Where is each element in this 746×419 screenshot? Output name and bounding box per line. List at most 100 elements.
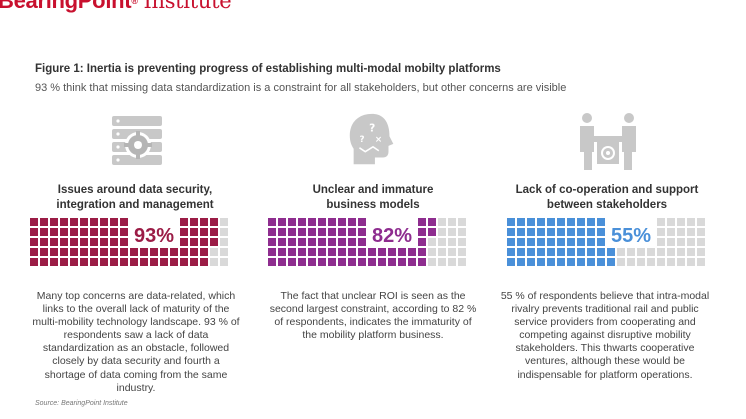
waffle-cell-filled: [597, 258, 605, 266]
waffle-cell-empty: [687, 218, 695, 226]
waffle-cell-filled: [527, 228, 535, 236]
waffle-cell-filled: [557, 228, 565, 236]
waffle-cell-filled: [120, 248, 128, 256]
waffle-cell-empty: [220, 238, 228, 246]
waffle-cell-filled: [547, 248, 555, 256]
waffle-cell-filled: [318, 238, 326, 246]
waffle-cell-empty: [448, 248, 456, 256]
waffle-cell-filled: [507, 218, 515, 226]
waffle-cell-filled: [507, 228, 515, 236]
waffle-cell-filled: [288, 248, 296, 256]
waffle-cell-filled: [278, 238, 286, 246]
waffle-cell-filled: [200, 248, 208, 256]
waffle-percent-label: 55%: [611, 225, 651, 247]
waffle-cell-filled: [100, 258, 108, 266]
waffle-cell-filled: [90, 238, 98, 246]
waffle-cell-empty: [667, 258, 675, 266]
waffle-cell-filled: [200, 258, 208, 266]
waffle-cell-empty: [667, 228, 675, 236]
column-title: Unclear and immature business models: [253, 183, 493, 213]
waffle-cell-filled: [190, 238, 198, 246]
svg-text:×: ×: [375, 135, 382, 145]
waffle-cell-filled: [40, 218, 48, 226]
waffle-cell-empty: [657, 218, 665, 226]
waffle-cell-filled: [318, 218, 326, 226]
brand-suffix: Institute: [143, 0, 232, 13]
waffle-cell-filled: [328, 228, 336, 236]
waffle-cell-filled: [120, 228, 128, 236]
column-title-line2: business models: [326, 199, 420, 211]
waffle-cell-filled: [288, 238, 296, 246]
waffle-cell-filled: [110, 248, 118, 256]
waffle-cell-empty: [448, 228, 456, 236]
waffle-cell-filled: [318, 248, 326, 256]
waffle-cell-filled: [100, 238, 108, 246]
waffle-cell-filled: [180, 228, 188, 236]
waffle-cell-empty: [210, 258, 218, 266]
waffle-cell-filled: [70, 218, 78, 226]
waffle-cell-filled: [547, 258, 555, 266]
waffle-cell-filled: [368, 248, 376, 256]
waffle-cell-empty: [438, 228, 446, 236]
waffle-cell-filled: [368, 258, 376, 266]
waffle-cell-filled: [587, 238, 595, 246]
waffle-cell-filled: [308, 258, 316, 266]
waffle-cell-filled: [597, 238, 605, 246]
brand-name: BearingPoint: [0, 0, 132, 13]
column-title-line2: between stakeholders: [546, 199, 668, 211]
waffle-cell-empty: [677, 218, 685, 226]
waffle-cell-filled: [110, 218, 118, 226]
waffle-cell-empty: [697, 248, 705, 256]
waffle-cell-filled: [388, 248, 396, 256]
waffle-cell-filled: [268, 248, 276, 256]
waffle-cell-filled: [60, 238, 68, 246]
column-body: Many top concerns are data-related, whic…: [32, 290, 240, 394]
waffle-cell-filled: [358, 248, 366, 256]
waffle-cell-filled: [180, 248, 188, 256]
waffle-cell-filled: [190, 228, 198, 236]
waffle-cell-empty: [677, 238, 685, 246]
waffle-cell-filled: [318, 258, 326, 266]
waffle-cell-filled: [587, 248, 595, 256]
waffle-cell-filled: [348, 228, 356, 236]
waffle-cell-filled: [50, 258, 58, 266]
waffle-cell-filled: [308, 218, 316, 226]
waffle-cell-filled: [90, 248, 98, 256]
column-title-line2: integration and management: [56, 199, 214, 211]
waffle-cell-filled: [557, 258, 565, 266]
column-body: The fact that unclear ROI is seen as the…: [269, 290, 477, 342]
waffle-cell-filled: [308, 228, 316, 236]
waffle-cell-filled: [150, 248, 158, 256]
waffle-cell-filled: [308, 248, 316, 256]
waffle-cell-filled: [298, 218, 306, 226]
waffle-cell-filled: [100, 248, 108, 256]
waffle-cell-empty: [458, 248, 466, 256]
waffle-cell-filled: [358, 238, 366, 246]
waffle-cell-filled: [547, 228, 555, 236]
waffle-cell-filled: [577, 258, 585, 266]
waffle-cell-filled: [328, 218, 336, 226]
waffle-cell-filled: [428, 218, 436, 226]
waffle-cell-empty: [677, 248, 685, 256]
waffle-cell-filled: [30, 258, 38, 266]
waffle-cell-filled: [80, 228, 88, 236]
waffle-cell-filled: [318, 228, 326, 236]
waffle-cell-filled: [110, 228, 118, 236]
waffle-cell-filled: [278, 258, 286, 266]
waffle-cell-empty: [220, 248, 228, 256]
waffle-cell-filled: [210, 218, 218, 226]
waffle-cell-filled: [587, 258, 595, 266]
server-gear-icon: [112, 116, 162, 165]
waffle-cell-filled: [557, 218, 565, 226]
waffle-cell-filled: [607, 258, 615, 266]
waffle-cell-empty: [687, 228, 695, 236]
waffle-cell-filled: [278, 228, 286, 236]
waffle-cell-filled: [30, 238, 38, 246]
waffle-cell-filled: [70, 228, 78, 236]
waffle-cell-filled: [597, 228, 605, 236]
waffle-cell-filled: [567, 238, 575, 246]
waffle-percent-label: 93%: [134, 225, 174, 247]
waffle-cell-empty: [697, 258, 705, 266]
waffle-cell-filled: [597, 218, 605, 226]
waffle-cell-filled: [428, 228, 436, 236]
